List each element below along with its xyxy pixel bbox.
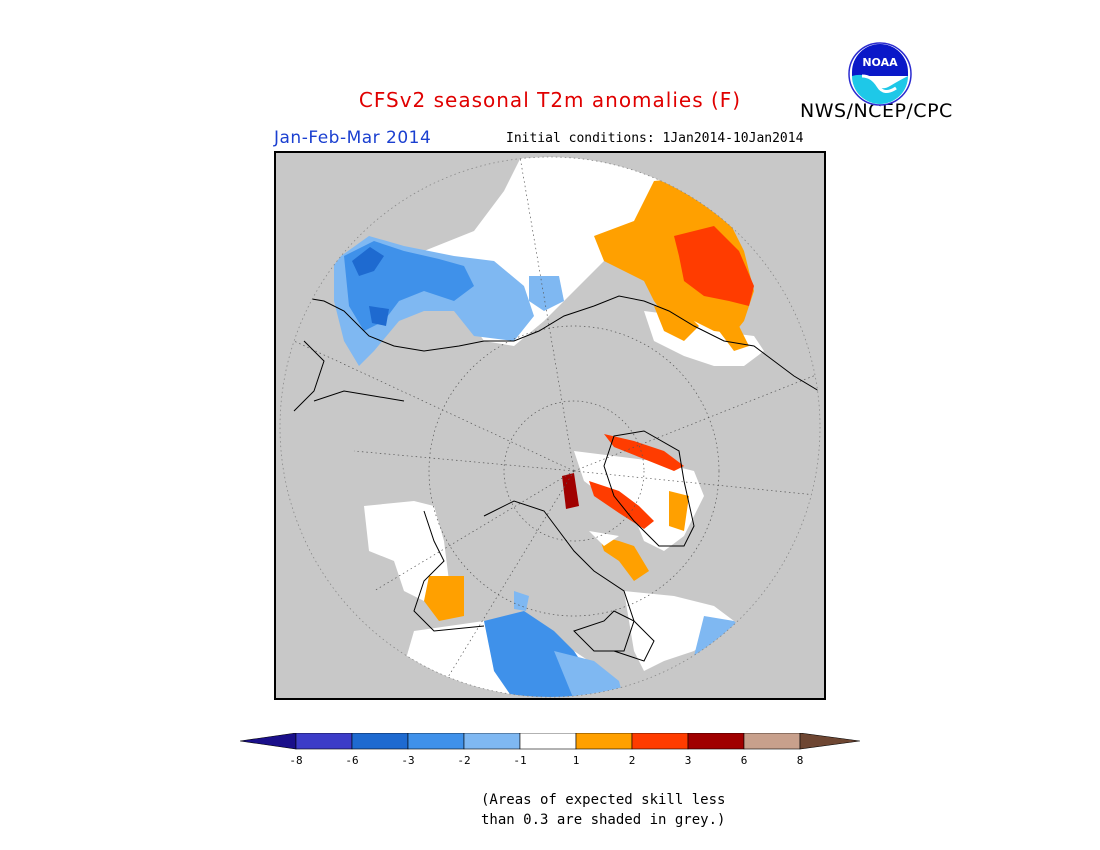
blue-region-scandinavia: [529, 276, 564, 311]
orange-region-greenland: [424, 576, 464, 621]
colorbar-box-5: [519, 733, 577, 750]
map-frame: [274, 151, 826, 700]
colorbar-tick-label: -3: [401, 754, 414, 767]
colorbar-box-4: [463, 733, 521, 750]
anomaly-shading: [334, 157, 764, 697]
colorbar-box-8: [687, 733, 745, 750]
colorbar-box-1: [295, 733, 353, 750]
colorbar-box-3: [407, 733, 465, 750]
colorbar-box-2: [351, 733, 409, 750]
white-region-greenland: [364, 501, 449, 601]
colorbar-tick-label: 3: [685, 754, 692, 767]
coastline-asia: [593, 295, 820, 392]
blue-region-iberia: [369, 306, 389, 326]
colorbar-lower-arrow: [240, 733, 297, 750]
coastline-bering: [293, 340, 325, 412]
colorbar-box-6: [575, 733, 633, 750]
coastline-hudson: [573, 610, 635, 652]
initial-conditions-label: Initial conditions: 1Jan2014-10Jan2014: [506, 131, 804, 146]
white-region-hudson: [624, 591, 734, 671]
darkred-region-yukon: [562, 473, 579, 509]
coastline-europe: [293, 295, 595, 352]
colorbar: -8 -6 -3 -2 -1 1 2 3 6 8: [240, 733, 860, 767]
coastlines: [293, 295, 820, 662]
coastline-canada-arctic: [483, 500, 655, 662]
colorbar-box-7: [631, 733, 689, 750]
coastline-north-pacific: [313, 390, 405, 402]
season-label: Jan-Feb-Mar 2014: [274, 128, 432, 148]
orange-region-alaska: [669, 491, 689, 531]
skill-note-line-1: (Areas of expected skill less: [481, 792, 726, 808]
lightblue-region-west-canada: [514, 591, 529, 611]
red-region-siberia: [674, 226, 754, 306]
coastline-north-america-west: [413, 510, 485, 632]
colorbar-box-9: [743, 733, 801, 750]
red-region-alaska-north: [604, 434, 684, 471]
colorbar-tick-label: -2: [457, 754, 470, 767]
skill-note-line-2: than 0.3 are shaded in grey.): [481, 812, 726, 828]
orange-region-ne-asia: [654, 306, 699, 341]
lightblue-region-north-america: [554, 651, 624, 697]
colorbar-tick-label: 6: [741, 754, 748, 767]
map-disc-boundary: [279, 156, 821, 698]
agency-label: NWS/NCEP/CPC: [800, 100, 953, 122]
colorbar-upper-arrow: [799, 733, 860, 750]
colorbar-tick-label: 1: [573, 754, 580, 767]
colorbar-tick-label: -8: [289, 754, 302, 767]
noaa-logo-icon: NOAA: [848, 42, 912, 106]
colorbar-tick-label: 8: [797, 754, 804, 767]
map-title: CFSv2 seasonal T2m anomalies (F): [358, 88, 742, 112]
logo-text: NOAA: [862, 56, 898, 69]
colorbar-tick-label: -6: [345, 754, 358, 767]
colorbar-tick-label: 2: [629, 754, 636, 767]
polar-anomaly-map: [274, 151, 826, 700]
orange-region-siberia: [594, 176, 754, 346]
graticule: [293, 157, 820, 697]
colorbar-tick-label: -1: [513, 754, 526, 767]
white-region-canada-arctic: [589, 531, 619, 546]
orange-region-kamchatka: [719, 326, 749, 351]
coastline-greenland: [603, 430, 695, 547]
orange-region-canada-arctic: [599, 536, 649, 581]
blue-region-europe-dark: [352, 247, 384, 276]
